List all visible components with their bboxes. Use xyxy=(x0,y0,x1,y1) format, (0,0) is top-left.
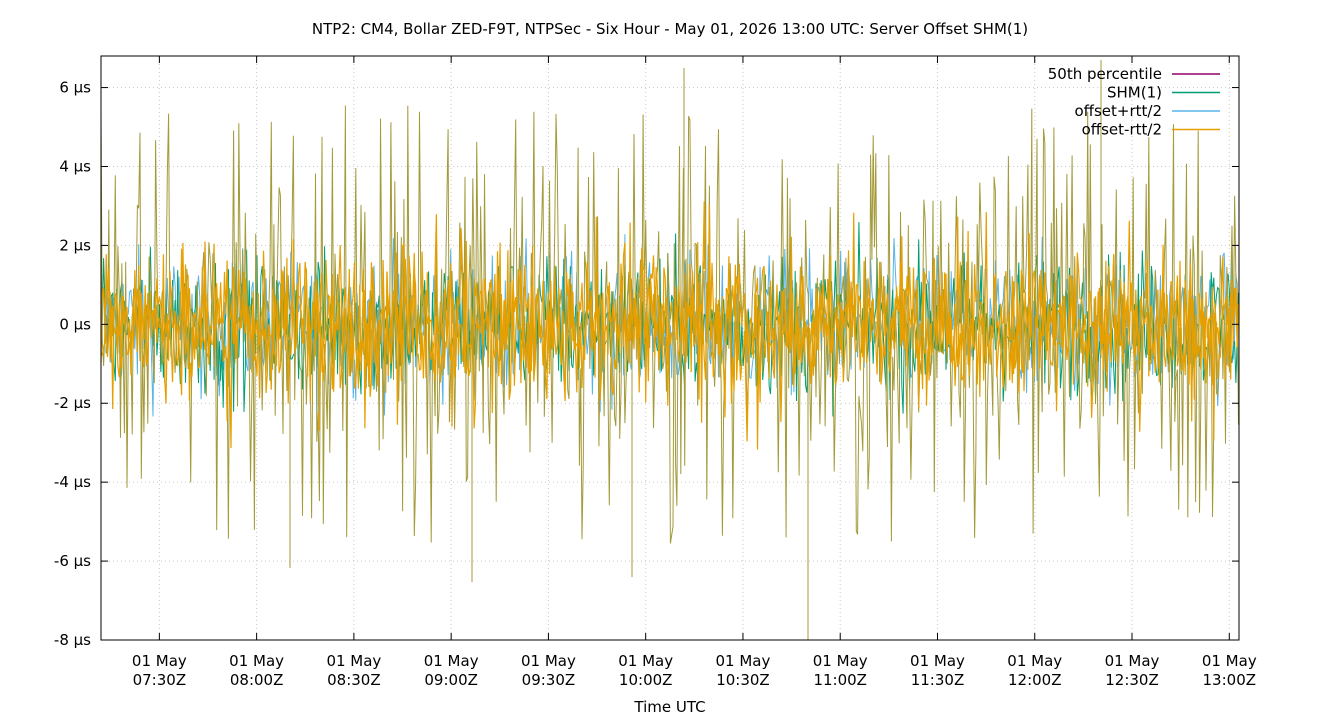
legend-label: offset+rtt/2 xyxy=(1074,102,1162,120)
x-tick-date: 01 May xyxy=(1105,652,1160,670)
x-tick-time: 08:00Z xyxy=(230,671,284,689)
chart-title: NTP2: CM4, Bollar ZED-F9T, NTPSec - Six … xyxy=(312,20,1028,38)
y-tick-label: -4 µs xyxy=(54,473,91,491)
y-tick-label: -8 µs xyxy=(54,631,91,649)
x-tick-date: 01 May xyxy=(910,652,965,670)
x-tick-date: 01 May xyxy=(1007,652,1062,670)
x-tick-date: 01 May xyxy=(326,652,381,670)
y-tick-label: 2 µs xyxy=(59,236,91,254)
x-tick-time: 11:30Z xyxy=(911,671,965,689)
y-axis: -8 µs -6 µs -4 µs -2 µs 0 µs 2 µs 4 µs 6 µs xyxy=(54,79,1239,649)
x-tick-time: 07:30Z xyxy=(133,671,187,689)
x-axis-label: Time UTC xyxy=(633,698,705,716)
legend-label: offset-rtt/2 xyxy=(1082,121,1162,139)
x-tick-time: 09:30Z xyxy=(522,671,576,689)
legend-label: 50th percentile xyxy=(1048,65,1162,83)
legend: 50th percentileSHM(1)offset+rtt/2offset-… xyxy=(1048,65,1220,139)
y-tick-label: -6 µs xyxy=(54,552,91,570)
x-tick-time: 10:00Z xyxy=(619,671,673,689)
x-tick-time: 10:30Z xyxy=(716,671,770,689)
x-tick-date: 01 May xyxy=(716,652,771,670)
x-tick-time: 12:30Z xyxy=(1105,671,1159,689)
x-tick-time: 12:00Z xyxy=(1008,671,1062,689)
x-tick-date: 01 May xyxy=(424,652,479,670)
x-tick-date: 01 May xyxy=(521,652,576,670)
legend-label: SHM(1) xyxy=(1107,84,1162,102)
y-tick-label: -2 µs xyxy=(54,394,91,412)
x-tick-time: 11:00Z xyxy=(813,671,867,689)
y-tick-label: 0 µs xyxy=(59,315,91,333)
x-tick-date: 01 May xyxy=(132,652,187,670)
x-tick-time: 09:00Z xyxy=(424,671,478,689)
x-tick-date: 01 May xyxy=(618,652,673,670)
y-tick-label: 6 µs xyxy=(59,79,91,97)
series-spikes-line xyxy=(100,105,1239,544)
x-tick-date: 01 May xyxy=(1202,652,1257,670)
x-tick-time: 08:30Z xyxy=(327,671,381,689)
y-tick-label: 4 µs xyxy=(59,157,91,175)
x-tick-time: 13:00Z xyxy=(1203,671,1257,689)
x-tick-date: 01 May xyxy=(813,652,868,670)
data-traces xyxy=(100,60,1240,640)
series-offset-minus-rtt-line-dense xyxy=(100,236,1240,409)
plot-frame xyxy=(100,55,1240,641)
x-tick-date: 01 May xyxy=(229,652,284,670)
